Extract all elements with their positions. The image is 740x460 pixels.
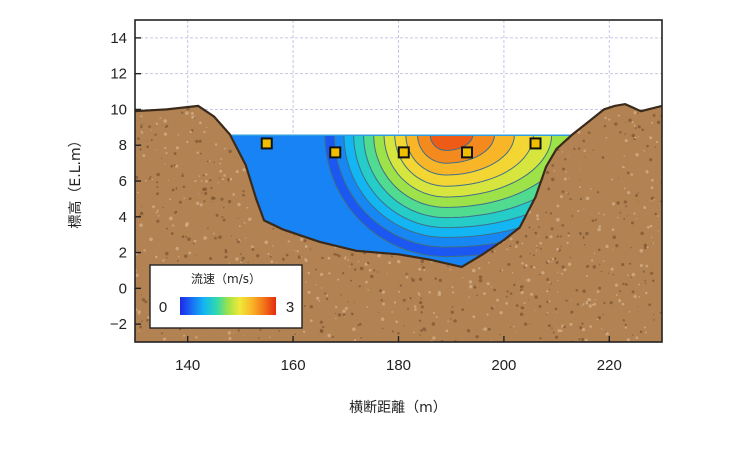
y-tick-label: 12 [110, 66, 127, 83]
measurement-points [260, 137, 542, 159]
x-axis-label: 横断距離（m） [349, 399, 447, 416]
y-tick-label: 14 [110, 30, 127, 47]
colorbar-gradient [180, 297, 276, 315]
x-tick-label: 200 [491, 357, 516, 374]
velocity-contour-band [418, 134, 474, 151]
x-tick-label: 140 [175, 357, 200, 374]
y-tick-label: 6 [119, 173, 127, 190]
y-tick-label: −2 [110, 316, 127, 333]
y-tick-label: 2 [119, 245, 127, 262]
colorbar-legend: 流速（m/s） 0 3 [149, 264, 303, 329]
y-axis-label: 標高（E.L.m） [67, 133, 84, 228]
measurement-point-marker [260, 137, 273, 150]
colorbar-min-label: 0 [159, 299, 167, 316]
measurement-point-marker [461, 146, 474, 159]
x-tick-label: 220 [597, 357, 622, 374]
legend-title: 流速（m/s） [191, 272, 261, 286]
plot-area [134, 19, 663, 343]
measurement-point-marker [397, 146, 410, 159]
measurement-point-marker [529, 137, 542, 150]
y-tick-label: 8 [119, 137, 127, 154]
x-axis-ticks: 140 160 180 200 220 [175, 336, 622, 374]
y-tick-label: 10 [110, 101, 127, 118]
colorbar-max-label: 3 [286, 299, 294, 316]
measurement-point-marker [329, 146, 342, 159]
y-tick-label: 0 [119, 280, 127, 297]
x-tick-label: 160 [281, 357, 306, 374]
legend-box [149, 264, 303, 329]
y-axis-ticks: −2 0 2 4 6 8 10 12 14 [110, 30, 141, 333]
ground-surface-line [135, 102, 662, 269]
y-tick-label: 4 [119, 209, 127, 226]
x-tick-label: 180 [386, 357, 411, 374]
